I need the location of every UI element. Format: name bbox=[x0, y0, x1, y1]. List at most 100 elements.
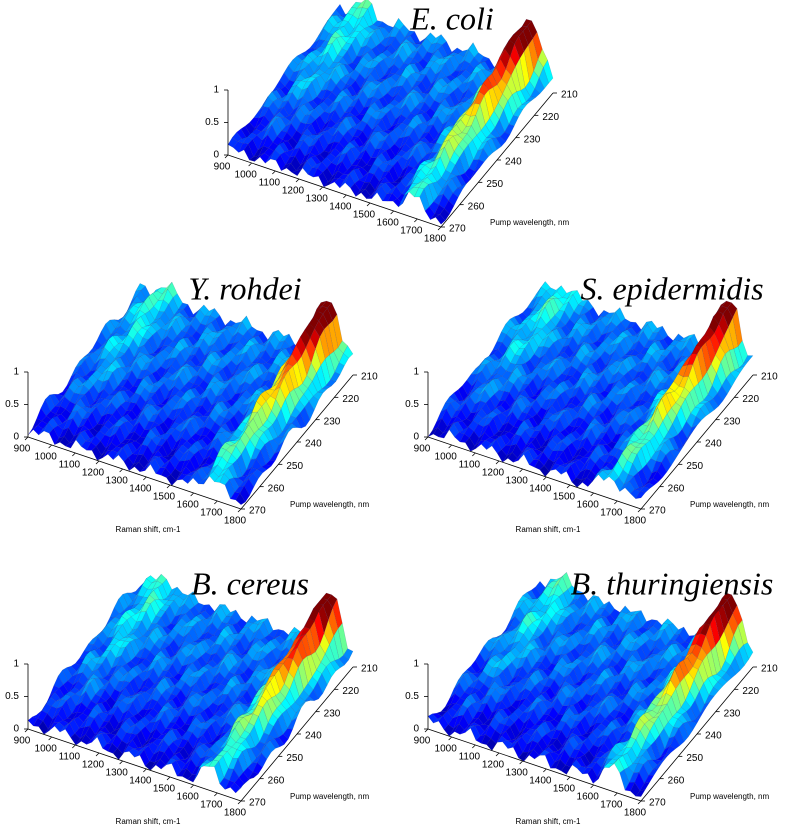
x-tick-label: 1200 bbox=[282, 186, 305, 197]
x-tick bbox=[343, 195, 346, 198]
x-tick bbox=[296, 179, 299, 182]
x-tick bbox=[425, 437, 428, 440]
y-tick-label: 270 bbox=[249, 798, 266, 809]
x-tick bbox=[272, 171, 275, 174]
panel: 00.5190010001100120013001400150016001700… bbox=[5, 574, 378, 826]
x-tick-label: 1500 bbox=[153, 784, 176, 795]
x-tick bbox=[391, 211, 394, 214]
x-tick bbox=[591, 493, 594, 496]
y-tick-label: 250 bbox=[286, 753, 303, 764]
x-tick bbox=[143, 769, 146, 772]
surface-decor bbox=[428, 572, 753, 796]
x-tick bbox=[120, 469, 123, 472]
x-tick-label: 1400 bbox=[329, 202, 352, 213]
y-tick-label: 210 bbox=[361, 372, 378, 383]
z-tick-label: 0 bbox=[13, 724, 19, 735]
x-tick bbox=[496, 461, 499, 464]
y-tick-label: 270 bbox=[649, 506, 666, 517]
x-tick-label: 900 bbox=[214, 162, 231, 173]
x-tick bbox=[72, 745, 75, 748]
x-tick bbox=[438, 227, 441, 230]
x-tick-label: 900 bbox=[414, 444, 431, 455]
x-tick-label: 1500 bbox=[153, 492, 176, 503]
panel: 00.5190010001100120013001400150016001700… bbox=[405, 281, 778, 534]
z-tick-label: 0.5 bbox=[205, 117, 219, 128]
y-tick-label: 250 bbox=[686, 461, 703, 472]
x-tick-label: 1700 bbox=[200, 508, 223, 519]
x-tick-label: 1100 bbox=[259, 178, 281, 189]
y-tick-label: 260 bbox=[268, 483, 285, 494]
x-tick bbox=[238, 509, 241, 512]
x-axis-label: Raman shift, cm-1 bbox=[116, 817, 181, 826]
y-tick-label: 220 bbox=[342, 394, 359, 405]
y-axis-label: Pump wavelength, nm bbox=[290, 792, 369, 801]
x-tick-label: 1400 bbox=[129, 484, 152, 495]
x-tick-label: 1000 bbox=[35, 744, 58, 755]
z-tick-label: 1 bbox=[413, 367, 419, 378]
z-tick-label: 0 bbox=[13, 432, 19, 443]
x-tick-label: 1800 bbox=[224, 808, 247, 819]
x-tick-label: 1400 bbox=[129, 776, 152, 787]
panel-title: Y. rohdei bbox=[188, 270, 301, 306]
x-tick bbox=[143, 477, 146, 480]
z-tick-label: 1 bbox=[13, 659, 19, 670]
x-tick-label: 1400 bbox=[529, 484, 552, 495]
y-tick-label: 210 bbox=[561, 90, 578, 101]
z-tick-label: 0.5 bbox=[5, 691, 19, 702]
panel: 00.5190010001100120013001400150016001700… bbox=[205, 0, 578, 245]
x-tick-label: 1800 bbox=[224, 516, 247, 527]
y-tick-label: 230 bbox=[324, 708, 341, 719]
y-axis-label: Pump wavelength, nm bbox=[290, 500, 369, 509]
x-tick-label: 1700 bbox=[600, 508, 623, 519]
x-tick bbox=[25, 729, 28, 732]
y-tick-label: 220 bbox=[742, 394, 759, 405]
y-tick-label: 240 bbox=[305, 439, 322, 450]
x-tick bbox=[167, 485, 170, 488]
x-tick-label: 1200 bbox=[82, 760, 105, 771]
x-tick-label: 1600 bbox=[177, 500, 200, 511]
x-tick bbox=[49, 445, 52, 448]
z-tick-label: 0.5 bbox=[5, 399, 19, 410]
x-tick bbox=[25, 437, 28, 440]
y-tick-label: 240 bbox=[705, 439, 722, 450]
y-tick-label: 220 bbox=[542, 112, 559, 123]
x-tick-label: 1200 bbox=[82, 468, 105, 479]
y-tick-label: 260 bbox=[668, 483, 685, 494]
z-tick-label: 0.5 bbox=[405, 399, 419, 410]
x-tick bbox=[225, 155, 228, 158]
x-tick bbox=[614, 501, 617, 504]
surface-decor bbox=[28, 282, 353, 505]
x-tick-label: 1300 bbox=[506, 476, 529, 487]
y-tick-label: 270 bbox=[449, 224, 466, 235]
y-tick-label: 230 bbox=[724, 416, 741, 427]
z-tick-label: 0 bbox=[413, 432, 419, 443]
x-tick-label: 1700 bbox=[200, 800, 223, 811]
x-tick-label: 1700 bbox=[400, 226, 423, 237]
x-tick-label: 1000 bbox=[435, 452, 458, 463]
panel: 00.5190010001100120013001400150016001700… bbox=[5, 282, 378, 534]
x-tick bbox=[320, 187, 323, 190]
x-tick-label: 1800 bbox=[424, 234, 447, 245]
x-tick-label: 1000 bbox=[235, 170, 258, 181]
y-axis-label: Pump wavelength, nm bbox=[490, 218, 569, 227]
panel-title: E. coli bbox=[409, 0, 494, 36]
panel-title: S. epidermidis bbox=[580, 270, 763, 306]
x-tick-label: 900 bbox=[14, 736, 31, 747]
x-tick bbox=[214, 793, 217, 796]
y-tick-label: 240 bbox=[305, 731, 322, 742]
x-tick-label: 1100 bbox=[459, 460, 481, 471]
x-tick-label: 1800 bbox=[624, 516, 647, 527]
x-tick-label: 1300 bbox=[106, 768, 129, 779]
panel-title: B. cereus bbox=[191, 565, 309, 601]
x-tick bbox=[214, 501, 217, 504]
x-tick-label: 1500 bbox=[553, 492, 576, 503]
x-tick-label: 1100 bbox=[59, 460, 81, 471]
x-tick bbox=[191, 493, 194, 496]
y-tick-label: 260 bbox=[468, 201, 485, 212]
x-tick-label: 1200 bbox=[482, 468, 505, 479]
x-tick-label: 1600 bbox=[177, 792, 200, 803]
panel: 00.5190010001100120013001400150016001700… bbox=[405, 572, 778, 826]
y-axis-label: Pump wavelength, nm bbox=[690, 500, 769, 509]
z-tick-label: 0 bbox=[213, 150, 219, 161]
